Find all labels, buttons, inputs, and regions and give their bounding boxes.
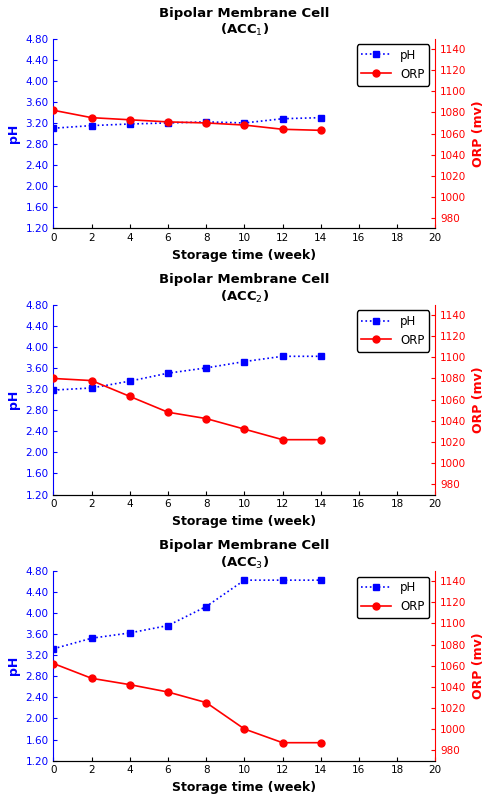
Line: ORP: ORP <box>50 375 324 443</box>
pH <box>242 575 247 585</box>
pH <box>89 383 94 392</box>
ORP <box>318 126 324 135</box>
ORP <box>89 674 94 683</box>
ORP <box>203 698 209 707</box>
Y-axis label: ORP (mv): ORP (mv) <box>472 632 485 699</box>
Line: pH: pH <box>50 115 324 131</box>
pH <box>165 368 171 378</box>
Y-axis label: pH: pH <box>7 390 20 409</box>
ORP <box>51 373 57 383</box>
pH <box>203 117 209 127</box>
ORP <box>279 738 285 747</box>
ORP <box>279 124 285 134</box>
Y-axis label: ORP (mv): ORP (mv) <box>472 366 485 433</box>
ORP <box>89 376 94 385</box>
pH <box>51 644 57 654</box>
ORP <box>318 738 324 747</box>
ORP <box>165 117 171 127</box>
pH <box>279 114 285 123</box>
pH <box>127 376 133 386</box>
ORP <box>203 118 209 127</box>
pH <box>127 119 133 129</box>
ORP <box>127 680 133 690</box>
Legend: pH, ORP: pH, ORP <box>357 577 430 618</box>
ORP <box>51 106 57 115</box>
pH <box>203 602 209 611</box>
ORP <box>203 414 209 424</box>
Line: pH: pH <box>50 577 324 652</box>
ORP <box>242 120 247 130</box>
ORP <box>127 392 133 401</box>
pH <box>89 634 94 643</box>
pH <box>165 621 171 630</box>
X-axis label: Storage time (week): Storage time (week) <box>172 249 316 262</box>
Line: ORP: ORP <box>50 107 324 134</box>
X-axis label: Storage time (week): Storage time (week) <box>172 781 316 794</box>
Line: pH: pH <box>50 352 324 393</box>
Y-axis label: ORP (mv): ORP (mv) <box>472 100 485 167</box>
ORP <box>165 408 171 417</box>
pH <box>51 123 57 133</box>
ORP <box>51 658 57 668</box>
Line: ORP: ORP <box>50 660 324 747</box>
pH <box>203 363 209 372</box>
pH <box>242 118 247 127</box>
pH <box>279 575 285 585</box>
ORP <box>318 435 324 445</box>
pH <box>242 356 247 366</box>
pH <box>318 113 324 123</box>
pH <box>318 352 324 361</box>
ORP <box>242 425 247 434</box>
ORP <box>279 435 285 445</box>
ORP <box>89 113 94 123</box>
pH <box>165 118 171 127</box>
Title: Bipolar Membrane Cell
(ACC$_1$): Bipolar Membrane Cell (ACC$_1$) <box>159 7 330 38</box>
ORP <box>165 687 171 697</box>
pH <box>89 121 94 131</box>
Legend: pH, ORP: pH, ORP <box>357 311 430 352</box>
ORP <box>242 724 247 734</box>
X-axis label: Storage time (week): Storage time (week) <box>172 515 316 528</box>
ORP <box>127 115 133 125</box>
pH <box>127 628 133 638</box>
Title: Bipolar Membrane Cell
(ACC$_2$): Bipolar Membrane Cell (ACC$_2$) <box>159 273 330 304</box>
Y-axis label: pH: pH <box>7 124 20 143</box>
pH <box>51 385 57 395</box>
Title: Bipolar Membrane Cell
(ACC$_3$): Bipolar Membrane Cell (ACC$_3$) <box>159 539 330 570</box>
pH <box>279 352 285 361</box>
pH <box>318 575 324 585</box>
Legend: pH, ORP: pH, ORP <box>357 44 430 86</box>
Y-axis label: pH: pH <box>7 656 20 675</box>
